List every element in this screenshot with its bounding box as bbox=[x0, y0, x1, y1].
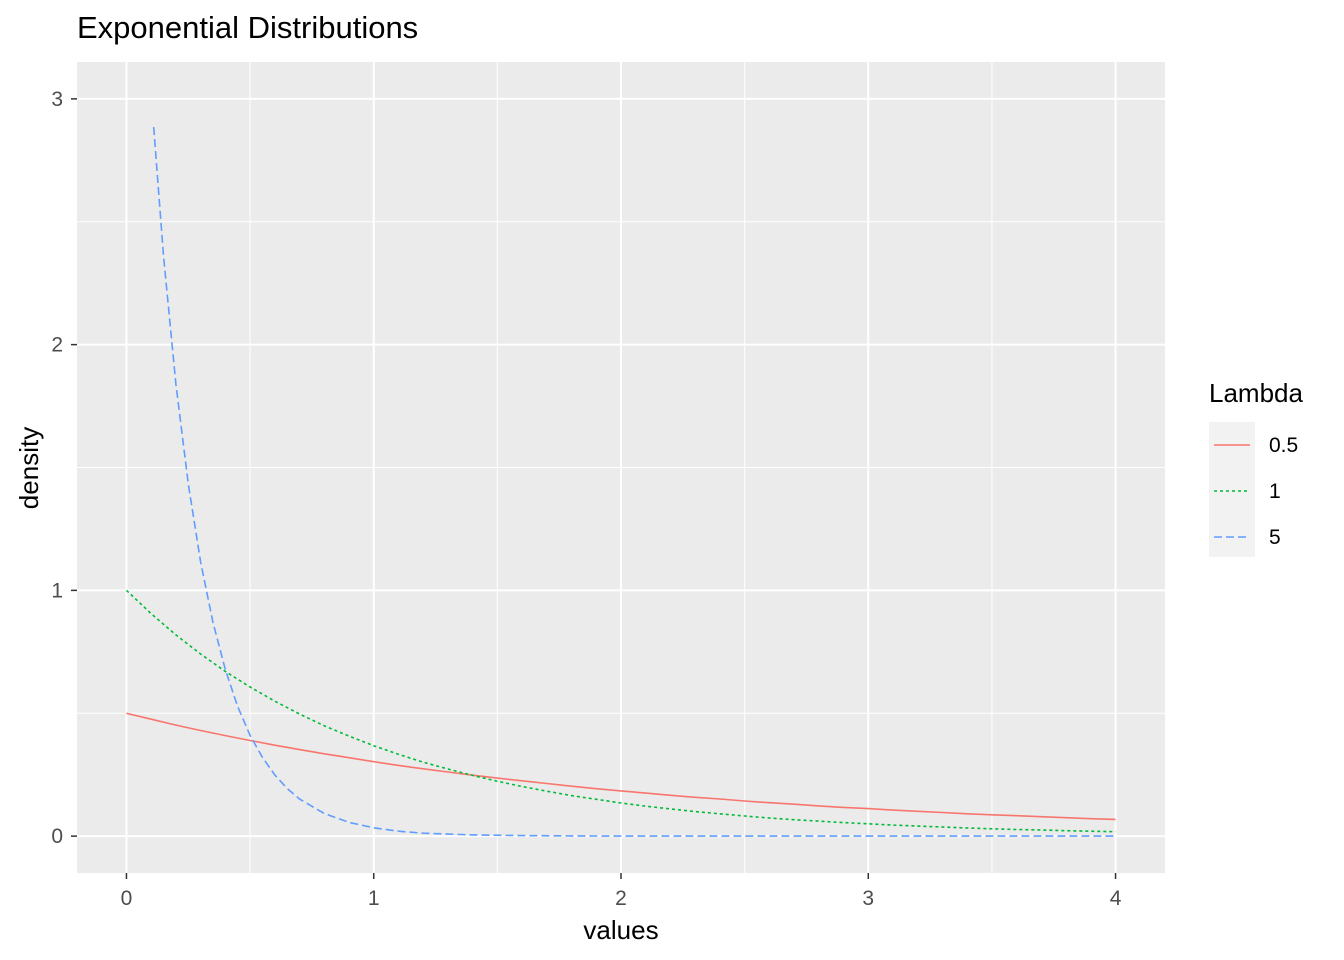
major-gridlines bbox=[77, 62, 1165, 873]
y-tick-label: 3 bbox=[51, 88, 63, 111]
y-tick-label: 0 bbox=[51, 825, 63, 848]
y-axis: 0 1 2 3 bbox=[51, 88, 77, 848]
series-line-3 bbox=[152, 127, 1116, 837]
legend: Lambda 0.5 1 5 bbox=[1209, 378, 1303, 557]
y-tick-label: 2 bbox=[51, 334, 63, 357]
legend-label-2: 1 bbox=[1269, 480, 1281, 503]
chart-title: Exponential Distributions bbox=[77, 10, 419, 45]
legend-items: 0.5 1 5 bbox=[1214, 434, 1298, 549]
x-tick-label: 2 bbox=[615, 887, 627, 910]
legend-label-1: 0.5 bbox=[1269, 434, 1298, 457]
y-tick-label: 1 bbox=[51, 579, 63, 602]
x-axis: 0 1 2 3 4 bbox=[121, 873, 1122, 910]
x-tick-label: 0 bbox=[121, 887, 133, 910]
y-axis-label: density bbox=[14, 427, 44, 509]
series-line-2 bbox=[125, 589, 1116, 833]
legend-title: Lambda bbox=[1209, 378, 1303, 408]
x-tick-label: 4 bbox=[1110, 887, 1122, 910]
series-line-1 bbox=[126, 712, 1116, 821]
legend-label-3: 5 bbox=[1269, 526, 1281, 549]
series-layer bbox=[125, 127, 1116, 837]
x-tick-label: 1 bbox=[368, 887, 380, 910]
x-tick-label: 3 bbox=[862, 887, 874, 910]
x-axis-label: values bbox=[583, 915, 658, 945]
